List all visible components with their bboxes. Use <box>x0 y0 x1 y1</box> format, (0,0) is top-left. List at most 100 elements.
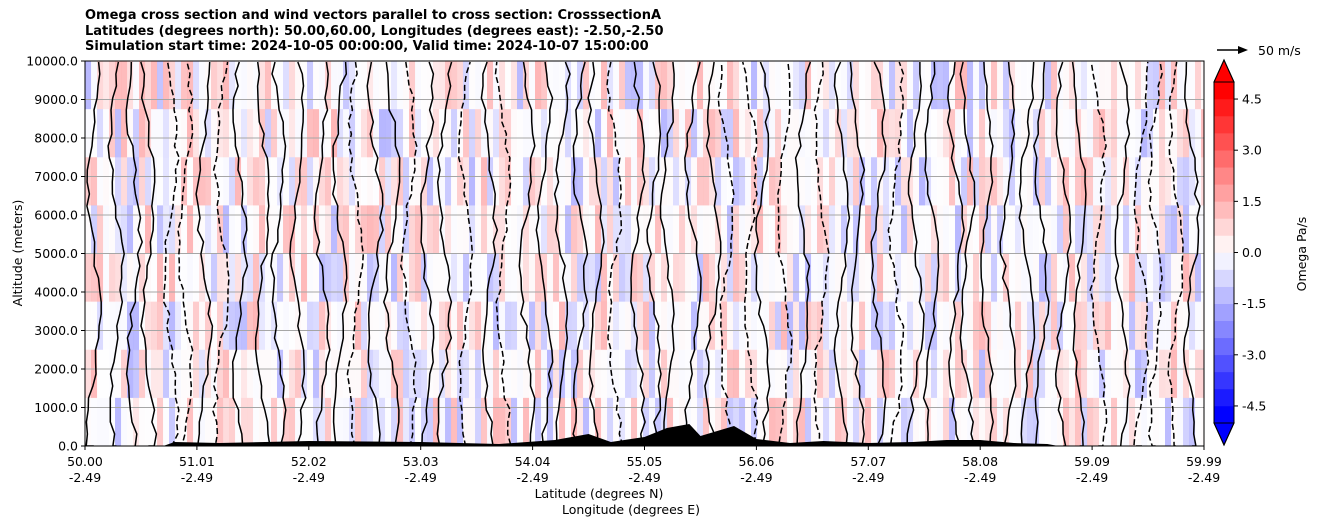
field-cell <box>889 397 896 446</box>
field-cell <box>697 349 704 399</box>
field-cell <box>769 349 776 399</box>
field-cell <box>373 61 380 110</box>
field-cell <box>217 253 224 303</box>
field-cell <box>409 253 416 303</box>
field-cell <box>109 397 116 446</box>
field-cell <box>271 61 278 110</box>
field-cell <box>655 61 662 110</box>
field-cell <box>247 61 254 110</box>
field-cell <box>373 397 380 446</box>
field-cell <box>709 349 716 399</box>
field-cell <box>829 205 836 254</box>
field-cell <box>595 253 602 303</box>
field-cell <box>301 109 308 158</box>
field-cell <box>169 349 176 399</box>
field-cell <box>655 205 662 254</box>
field-cell <box>355 61 362 110</box>
field-cell <box>145 397 152 446</box>
field-cell <box>97 349 104 399</box>
field-cell <box>151 301 158 351</box>
field-cell <box>949 397 956 446</box>
field-cell <box>1099 61 1106 110</box>
field-cell <box>307 61 314 110</box>
field-cell <box>1171 253 1178 303</box>
field-cell <box>547 61 554 110</box>
field-cell <box>1153 109 1160 158</box>
field-cell <box>745 349 752 399</box>
field-cell <box>1027 349 1034 399</box>
field-cell <box>121 253 128 303</box>
field-cell <box>907 157 914 206</box>
field-cell <box>643 157 650 206</box>
field-cell <box>745 61 752 110</box>
field-cell <box>409 61 416 110</box>
field-cell <box>331 349 338 399</box>
field-cell <box>1069 349 1076 399</box>
field-cell <box>1021 205 1028 254</box>
field-cell <box>265 109 272 158</box>
field-cell <box>613 61 620 110</box>
field-cell <box>1135 157 1142 206</box>
field-cell <box>139 397 146 446</box>
field-cell <box>685 109 692 158</box>
contour-line <box>346 61 365 446</box>
field-cell <box>631 397 638 446</box>
contour-line <box>870 61 887 446</box>
field-cell <box>655 397 662 446</box>
field-cell <box>649 109 656 158</box>
field-cell <box>931 109 938 158</box>
field-cell <box>859 61 866 110</box>
field-cell <box>781 397 788 446</box>
contour-line <box>980 61 994 446</box>
field-cell <box>1039 61 1046 110</box>
colorbar-band <box>1214 99 1234 117</box>
field-cell <box>1171 109 1178 158</box>
field-cell <box>943 109 950 158</box>
field-cell <box>493 157 500 206</box>
field-cell <box>511 349 518 399</box>
field-cell <box>481 157 488 206</box>
field-cell <box>667 205 674 254</box>
field-cell <box>499 205 506 254</box>
field-cell <box>1003 109 1010 158</box>
field-cell <box>883 109 890 158</box>
field-cell <box>985 157 992 206</box>
field-cell <box>601 157 608 206</box>
field-cell <box>565 253 572 303</box>
field-cell <box>223 157 230 206</box>
omega-contours <box>85 61 1201 446</box>
field-cell <box>451 349 458 399</box>
field-cell <box>745 157 752 206</box>
field-cell <box>619 205 626 254</box>
field-cell <box>589 205 596 254</box>
contour-line <box>813 61 830 446</box>
field-cell <box>811 397 818 446</box>
field-cell <box>409 205 416 254</box>
field-cell <box>253 349 260 399</box>
field-cell <box>805 301 812 351</box>
field-cell <box>1171 157 1178 206</box>
field-cell <box>919 301 926 351</box>
field-cell <box>919 61 926 110</box>
field-cell <box>559 205 566 254</box>
field-cell <box>511 253 518 303</box>
field-cell <box>679 397 686 446</box>
field-cell <box>1051 205 1058 254</box>
field-cell <box>889 157 896 206</box>
field-cell <box>751 301 758 351</box>
field-cell <box>1201 157 1204 206</box>
field-cell <box>1045 157 1052 206</box>
field-cell <box>451 109 458 158</box>
y-axis: 0.01000.02000.03000.04000.05000.06000.07… <box>26 54 85 454</box>
field-cell <box>955 301 962 351</box>
field-cell <box>649 157 656 206</box>
field-cell <box>193 109 200 158</box>
field-cell <box>487 205 494 254</box>
field-cell <box>1069 301 1076 351</box>
field-cell <box>913 157 920 206</box>
field-cell <box>937 253 944 303</box>
field-cell <box>583 301 590 351</box>
field-cell <box>313 301 320 351</box>
field-cell <box>379 157 386 206</box>
colorbar-band <box>1214 116 1234 134</box>
